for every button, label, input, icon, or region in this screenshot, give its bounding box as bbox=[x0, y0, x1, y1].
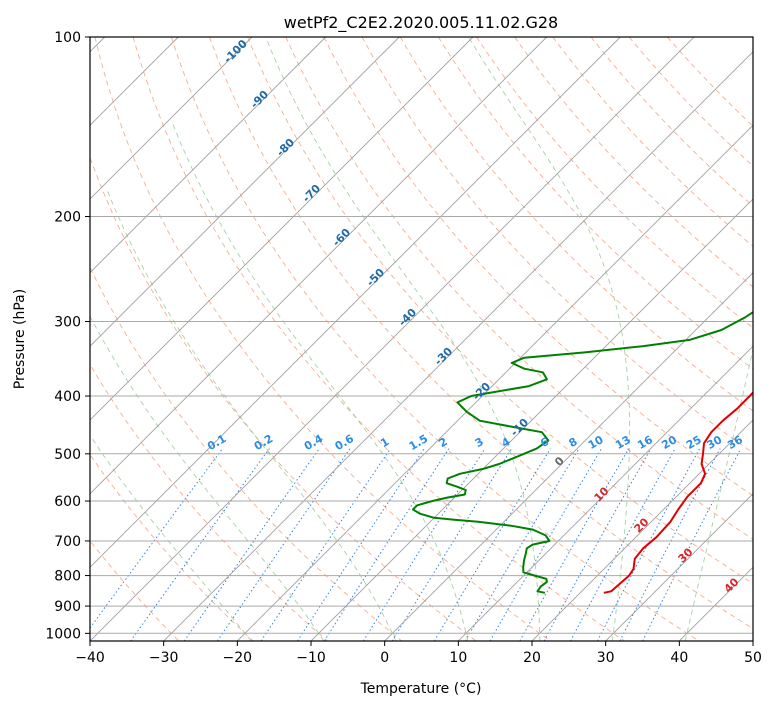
dry-adiabat-line bbox=[361, 37, 753, 454]
plot-frame bbox=[89, 36, 754, 642]
dry-adiabat-line bbox=[209, 37, 753, 630]
grid-lines bbox=[90, 37, 753, 641]
x-tick-label: −40 bbox=[75, 650, 105, 666]
x-tick-label: 30 bbox=[597, 650, 615, 666]
axis-ticks: −40 −30 −20 −10 0 10 20 30 40 50 100 200 300 400 500 60… bbox=[45, 30, 762, 666]
dry-adiabat-line bbox=[170, 37, 700, 641]
background-reference-lines bbox=[90, 37, 753, 641]
y-tick-label: 900 bbox=[54, 599, 81, 615]
mixing-ratio-line bbox=[362, 448, 486, 641]
isotherm-line bbox=[90, 37, 327, 274]
mixing-ratio-line bbox=[323, 448, 450, 641]
moist-adiabat-line bbox=[265, 37, 541, 641]
moist-adiabat-line bbox=[468, 37, 631, 641]
temperature-profile-line bbox=[603, 391, 753, 594]
mixing-ratio-line bbox=[260, 448, 392, 641]
mixing-ratio-line bbox=[569, 448, 676, 641]
dry-adiabat-line bbox=[399, 37, 753, 412]
mixing-ratio-line bbox=[90, 448, 223, 629]
dry-adiabat-line bbox=[476, 37, 753, 329]
mixing-ratio-line bbox=[216, 448, 351, 641]
isotherm-line bbox=[236, 124, 753, 641]
y-tick-label: 600 bbox=[54, 494, 81, 510]
dry-adiabat-line bbox=[628, 37, 753, 167]
moist-adiabat-line bbox=[90, 434, 252, 641]
mixing-ratio-line bbox=[464, 448, 580, 641]
isotherm-line bbox=[163, 51, 753, 641]
x-tick-label: 20 bbox=[523, 650, 541, 666]
y-tick-label: 100 bbox=[54, 30, 81, 46]
isotherm-line bbox=[90, 37, 474, 421]
x-tick-label: 10 bbox=[449, 650, 467, 666]
isotherm-line bbox=[90, 37, 253, 200]
dry-adiabat-line bbox=[90, 453, 254, 641]
isotherm-line bbox=[384, 272, 753, 641]
isotherm-line bbox=[90, 37, 400, 347]
mixing-ratio-line bbox=[619, 448, 721, 641]
chart-title: wetPf2_C2E2.2020.005.11.02.G28 bbox=[284, 13, 558, 33]
isotherm-line bbox=[457, 345, 753, 641]
y-tick-label: 700 bbox=[54, 534, 81, 550]
profile-series bbox=[412, 311, 753, 594]
y-axis-label: Pressure (hPa) bbox=[12, 289, 28, 389]
mixing-ratio-line bbox=[433, 448, 551, 641]
mixing-ratio-line bbox=[391, 448, 513, 641]
x-tick-label: 0 bbox=[380, 650, 389, 666]
dry-adiabat-line bbox=[247, 37, 753, 585]
isotherm-line bbox=[531, 419, 753, 641]
y-tick-label: 200 bbox=[54, 210, 81, 226]
mixing-ratio-line bbox=[297, 448, 425, 641]
x-tick-label: −20 bbox=[223, 650, 253, 666]
y-tick-label: 300 bbox=[54, 315, 81, 331]
moist-adiabat-line bbox=[106, 189, 397, 641]
mixing-ratio-line bbox=[596, 448, 701, 641]
isotherm-line bbox=[310, 198, 753, 641]
dry-adiabat-line bbox=[94, 37, 551, 641]
x-axis-label: Temperature (°C) bbox=[360, 681, 482, 697]
isotherm-line bbox=[90, 37, 548, 495]
dry-adiabat-line bbox=[90, 266, 402, 641]
y-tick-label: 800 bbox=[54, 569, 81, 585]
moist-adiabat-line bbox=[90, 315, 325, 641]
x-tick-label: −10 bbox=[296, 650, 326, 666]
dry-adiabat-line bbox=[90, 363, 328, 641]
dry-adiabat-line bbox=[90, 156, 477, 641]
y-tick-label: 1000 bbox=[45, 626, 81, 642]
x-tick-label: 40 bbox=[670, 650, 688, 666]
dry-adiabat-line bbox=[132, 37, 625, 641]
x-tick-label: −30 bbox=[149, 650, 179, 666]
y-tick-label: 500 bbox=[54, 447, 81, 463]
isotherm-line bbox=[605, 493, 753, 641]
mixing-ratio-line bbox=[183, 448, 320, 641]
x-tick-label: 50 bbox=[744, 650, 762, 666]
dry-adiabat-line bbox=[514, 37, 753, 288]
isotherm-line bbox=[90, 37, 695, 641]
isotherm-line bbox=[90, 37, 621, 568]
dewpoint-profile-line bbox=[412, 311, 753, 594]
y-tick-label: 400 bbox=[54, 389, 81, 405]
mixing-ratio-line bbox=[130, 448, 270, 641]
